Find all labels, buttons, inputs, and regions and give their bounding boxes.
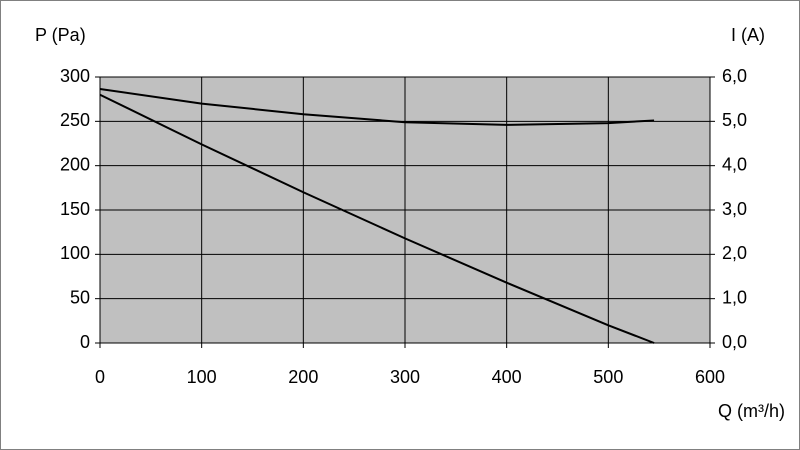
y2-tick-label: 3,0 <box>722 199 747 219</box>
y-tick-label: 0 <box>80 332 90 352</box>
x-tick-label: 400 <box>492 367 522 387</box>
y2-axis-label: I (A) <box>731 25 765 45</box>
line-series <box>99 87 655 126</box>
y2-tick-label: 0,0 <box>722 332 747 352</box>
y-tick-label: 50 <box>70 287 90 307</box>
y-axis-label: P (Pa) <box>35 25 86 45</box>
y-tick-label: 250 <box>60 110 90 130</box>
y2-tick-label: 4,0 <box>722 154 747 174</box>
line-series <box>99 93 655 344</box>
y2-tick-label: 6,0 <box>722 66 747 86</box>
x-axis-label: Q (m³/h) <box>718 401 785 421</box>
y-tick-label: 150 <box>60 199 90 219</box>
y-tick-label: 300 <box>60 66 90 86</box>
x-tick-label: 500 <box>593 367 623 387</box>
y2-tick-label: 2,0 <box>722 243 747 263</box>
x-tick-label: 100 <box>187 367 217 387</box>
y2-tick-label: 1,0 <box>722 287 747 307</box>
y-tick-label: 100 <box>60 243 90 263</box>
x-tick-label: 200 <box>288 367 318 387</box>
x-tick-label: 300 <box>390 367 420 387</box>
y-tick-label: 200 <box>60 154 90 174</box>
x-tick-label: 600 <box>695 367 725 387</box>
y2-tick-label: 5,0 <box>722 110 747 130</box>
x-tick-label: 0 <box>95 367 105 387</box>
